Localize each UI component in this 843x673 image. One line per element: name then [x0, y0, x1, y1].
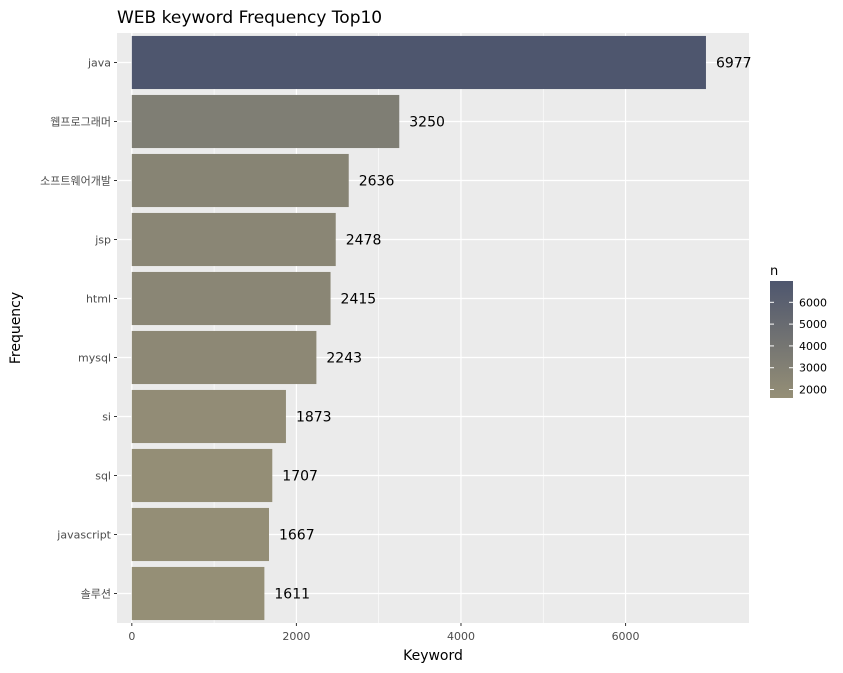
bar: [131, 35, 706, 90]
color-legend: n 2000 3000 4000 5000 6000: [770, 264, 827, 398]
bar-value-label: 1667: [279, 528, 315, 544]
y-category-label: html: [86, 293, 111, 306]
bar-value-label: 2478: [346, 233, 382, 249]
y-category-label: 웹프로그래머: [50, 116, 111, 129]
y-category-label: 솔루션: [81, 588, 111, 601]
x-tick-label: 6000: [612, 630, 640, 643]
y-category-label: jsp: [94, 234, 111, 247]
y-category-label: si: [102, 411, 111, 424]
x-tick-label: 0: [128, 630, 135, 643]
legend-ticks: 2000 3000 4000 5000 6000: [770, 296, 827, 397]
bar-value-label: 1707: [282, 469, 318, 485]
legend-tick-label: 3000: [799, 362, 827, 375]
bar-value-label: 2415: [341, 292, 377, 308]
legend-tick-label: 6000: [799, 296, 827, 309]
x-tick-label: 2000: [282, 630, 310, 643]
bar-value-label: 2243: [326, 351, 362, 367]
x-tick-label: 4000: [447, 630, 475, 643]
y-category-label: mysql: [78, 352, 111, 365]
bar-value-label: 1611: [274, 587, 310, 603]
bar: [131, 212, 336, 267]
legend-title: n: [770, 264, 778, 279]
y-category-label: sql: [95, 470, 111, 483]
y-category-label: 소프트웨어개발: [40, 175, 111, 188]
bar: [131, 507, 269, 562]
x-axis-tick-labels: 0 2000 4000 6000: [128, 623, 640, 643]
chart-title: WEB keyword Frequency Top10: [117, 8, 382, 28]
legend-tick-label: 5000: [799, 318, 827, 331]
y-category-label: java: [87, 57, 111, 70]
bar: [131, 389, 286, 444]
legend-tick-label: 4000: [799, 340, 827, 353]
legend-tick-label: 2000: [799, 384, 827, 397]
legend-color-bar: [770, 281, 793, 398]
bar-value-label: 1873: [296, 410, 332, 426]
x-axis-title: Keyword: [403, 648, 463, 664]
bar: [131, 94, 400, 149]
bar: [131, 448, 273, 503]
bar-value-label: 2636: [359, 174, 395, 190]
bar: [131, 330, 317, 385]
bar: [131, 153, 349, 208]
bar: [131, 566, 265, 621]
bar-value-label: 6977: [716, 56, 752, 72]
bar-value-label: 3250: [409, 115, 445, 131]
y-category-label: javascript: [56, 529, 111, 542]
y-axis-title: Frequency: [8, 292, 24, 364]
bar: [131, 271, 331, 326]
bar-value-labels: 6977 3250 2636 2478 2415 2243 1873 1707 1667 1611: [274, 56, 751, 603]
bars: [131, 35, 706, 621]
